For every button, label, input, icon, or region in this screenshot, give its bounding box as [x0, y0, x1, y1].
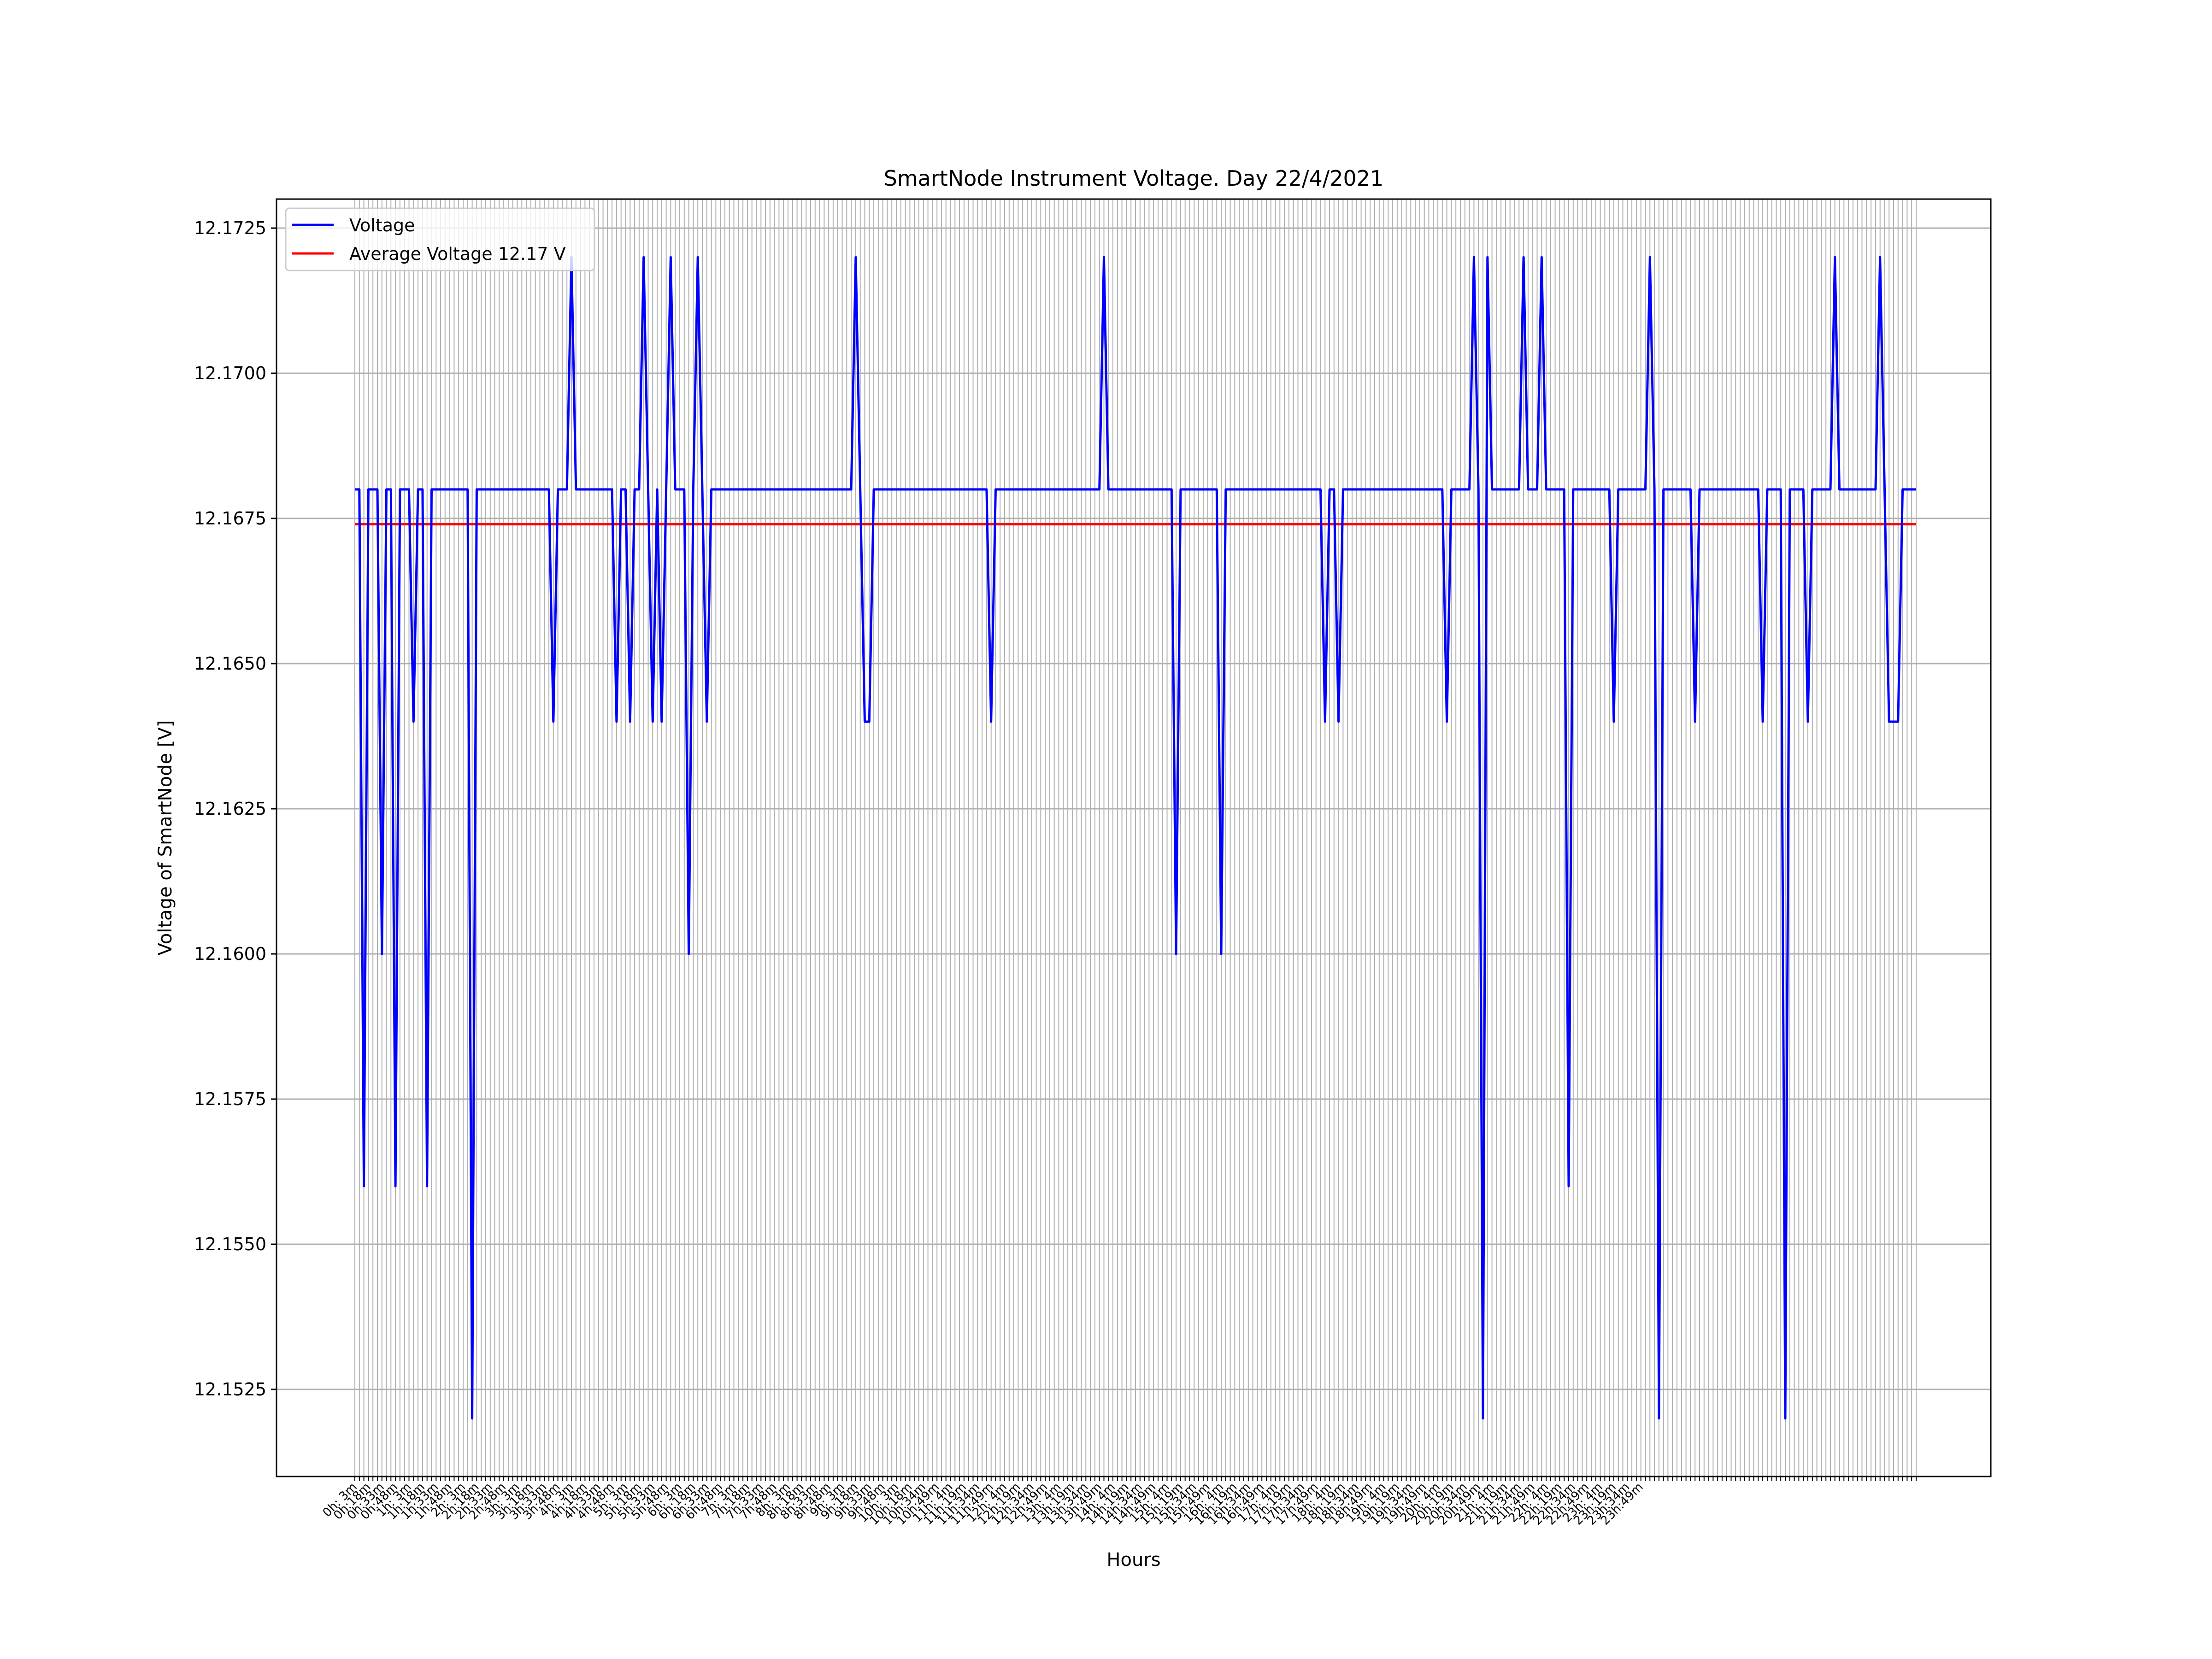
y-axis-ticks: 12.1525 12.1550 12.1575 12.1600 12.1625 12.16… [194, 218, 276, 1400]
voltage-series-line [355, 256, 1916, 1420]
y-tick-label: 12.1650 [194, 653, 266, 674]
y-tick-label: 12.1600 [194, 944, 266, 964]
legend: Voltage Average Voltage 12.17 V [285, 207, 595, 271]
legend-label-voltage: Voltage [349, 215, 415, 235]
y-tick-label: 12.1575 [194, 1089, 266, 1109]
y-tick-label: 12.1700 [194, 363, 266, 383]
y-tick-label: 12.1625 [194, 799, 266, 819]
y-gridlines [276, 227, 1991, 1390]
plot-frame [276, 198, 1992, 1477]
series-layer [355, 256, 1916, 1420]
chart-title: SmartNode Instrument Voltage. Day 22/4/2… [884, 166, 1384, 191]
x-axis-label: Hours [1106, 1549, 1160, 1571]
x-gridlines [354, 199, 1917, 1477]
y-axis-label: Voltage of SmartNode [V] [155, 720, 176, 956]
y-tick-label: 12.1725 [194, 218, 266, 238]
legend-label-average: Average Voltage 12.17 V [349, 244, 566, 264]
y-tick-label: 12.1525 [194, 1379, 266, 1400]
y-tick-label: 12.1675 [194, 508, 266, 529]
legend-box [285, 207, 595, 271]
y-tick-label: 12.1550 [194, 1234, 266, 1254]
